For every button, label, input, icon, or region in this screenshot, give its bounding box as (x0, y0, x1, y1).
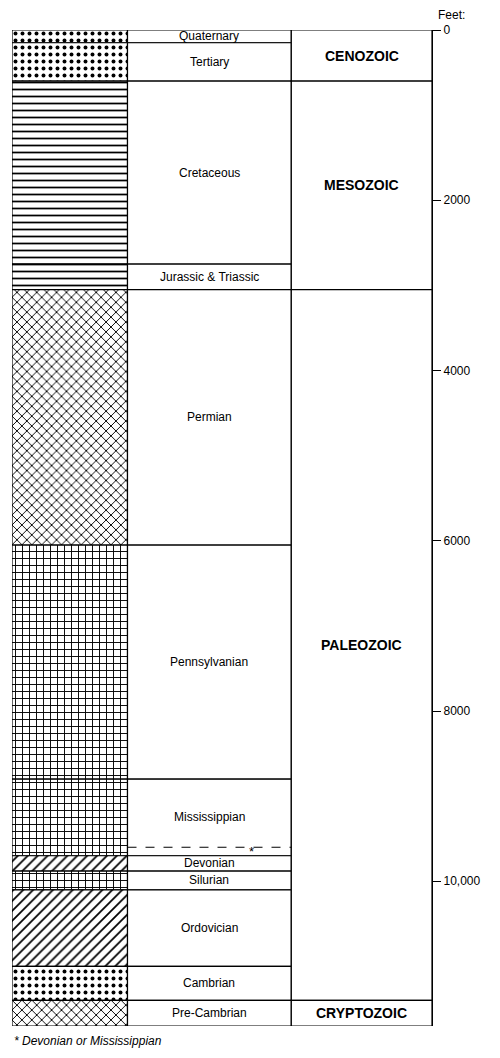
svg-text:MESOZOIC: MESOZOIC (324, 177, 399, 193)
svg-text:CENOZOIC: CENOZOIC (325, 48, 399, 64)
svg-text:Ordovician: Ordovician (181, 921, 238, 935)
svg-text:6000: 6000 (444, 534, 471, 548)
svg-text:Silurian: Silurian (189, 873, 229, 887)
svg-text:0: 0 (444, 23, 451, 37)
svg-text:CRYPTOZOIC: CRYPTOZOIC (316, 1005, 407, 1021)
svg-text:2000: 2000 (444, 193, 471, 207)
svg-text:* Devonian or Mississippian: * Devonian or Mississippian (14, 1034, 162, 1048)
svg-text:Cretaceous: Cretaceous (179, 166, 240, 180)
svg-text:10,000: 10,000 (444, 874, 481, 888)
svg-text:Tertiary: Tertiary (190, 55, 229, 69)
svg-text:Devonian: Devonian (184, 856, 235, 870)
svg-text:Cambrian: Cambrian (183, 976, 235, 990)
svg-text:Quaternary: Quaternary (179, 29, 239, 43)
svg-text:Pennsylvanian: Pennsylvanian (170, 655, 248, 669)
svg-text:Mississippian: Mississippian (174, 810, 245, 824)
svg-text:Jurassic & Triassic: Jurassic & Triassic (160, 270, 259, 284)
svg-text:Pre-Cambrian: Pre-Cambrian (172, 1006, 247, 1020)
svg-text:Permian: Permian (187, 410, 232, 424)
svg-text:8000: 8000 (444, 704, 471, 718)
svg-text:*: * (249, 844, 254, 859)
svg-text:Feet:: Feet: (438, 8, 465, 22)
svg-text:4000: 4000 (444, 364, 471, 378)
svg-text:PALEOZOIC: PALEOZOIC (321, 637, 402, 653)
